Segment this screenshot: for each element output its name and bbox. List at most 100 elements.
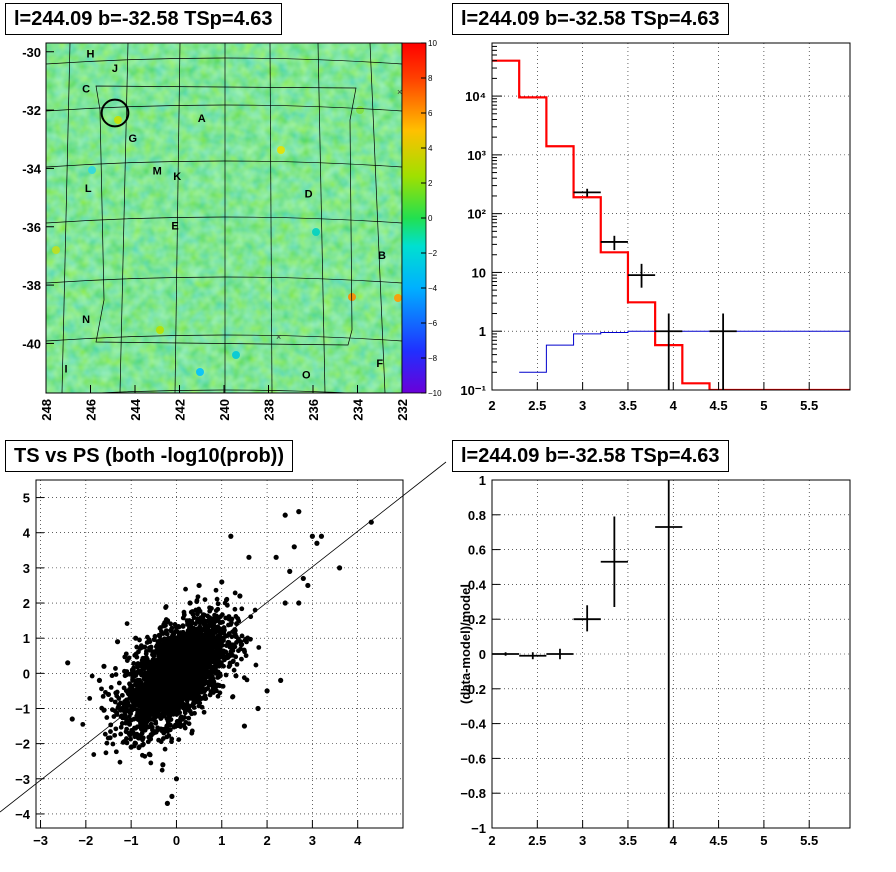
residual-x-tick-label: 5: [760, 833, 767, 848]
scatter-point: [119, 692, 125, 698]
scatter-point: [227, 641, 233, 647]
scatter-point: [201, 645, 207, 651]
scatter-point: [230, 659, 236, 665]
scatter-point: [196, 582, 202, 589]
scatter-x-tick-label: 4: [354, 833, 362, 848]
scatter-point: [212, 639, 218, 645]
map-region-label-I: I: [64, 364, 67, 376]
scatter-y-tick-label: −2: [15, 737, 30, 752]
scatter-point: [131, 667, 136, 673]
scatter-point: [121, 685, 127, 691]
map-x-tick-label: 234: [351, 398, 366, 420]
scatter-point: [165, 639, 171, 645]
scatter-point: [189, 619, 195, 625]
scatter-point: [223, 672, 229, 678]
scatter-point: [202, 597, 208, 602]
scatter-point: [123, 729, 129, 735]
scatter-point: [248, 614, 254, 620]
map-longitude-line: [269, 43, 273, 393]
scatter-point: [133, 741, 139, 746]
scatter-point: [155, 674, 161, 679]
scatter-point: [154, 658, 159, 664]
map-cross-mark: ×: [397, 87, 402, 97]
scatter-point: [142, 644, 148, 650]
scatter-point: [207, 663, 213, 669]
scatter-point: [218, 614, 223, 620]
skymap-title: l=244.09 b=-32.58 TSp=4.63: [5, 3, 282, 35]
map-latitude-line: [46, 57, 402, 65]
scatter-point: [157, 691, 163, 697]
scatter-title: TS vs PS (both -log10(prob)): [5, 440, 293, 472]
scatter-point: [164, 800, 170, 806]
scatter-point: [180, 705, 186, 711]
spectrum-y-tick-label: 10³: [467, 148, 486, 163]
spectrum-plot-area: [492, 43, 850, 390]
scatter-point: [130, 678, 135, 683]
spectrum-title: l=244.09 b=-32.58 TSp=4.63: [452, 3, 729, 35]
scatter-point: [118, 724, 124, 730]
scatter-point: [202, 696, 208, 701]
scatter-x-tick-label: 0: [173, 833, 180, 848]
scatter-y-tick-label: 1: [23, 631, 30, 646]
scatter-point: [195, 682, 201, 688]
spectrum-x-tick-label: 2: [488, 398, 495, 413]
scatter-point: [118, 700, 123, 706]
scatter-point: [243, 653, 249, 659]
scatter-point: [194, 699, 199, 705]
scatter-point: [156, 737, 162, 743]
map-x-tick-label: 242: [173, 399, 188, 421]
scatter-point: [124, 705, 129, 711]
scatter-point: [199, 704, 205, 710]
map-latitude-line: [46, 104, 402, 112]
map-x-tick-label: 248: [39, 399, 54, 421]
map-longitude-line: [369, 43, 386, 393]
scatter-point: [200, 681, 205, 687]
residual-plot: 2 2.5 3 3.5 4 4.5 5 5.5 −1 −0.8 −0.6 −0.4 −0.2 0 0.2 0.…: [458, 473, 851, 848]
map-cross-mark: ×: [276, 332, 281, 342]
scatter-point: [168, 662, 174, 668]
scatter-point: [168, 621, 173, 627]
scatter-point: [145, 701, 150, 707]
scatter-point: [238, 642, 244, 648]
scatter-point: [137, 744, 142, 750]
scatter-point: [105, 735, 111, 741]
map-region-label-N: N: [82, 314, 90, 326]
spectrum-y-tick-label: 10⁻¹: [460, 383, 486, 398]
scatter-point: [124, 621, 130, 626]
scatter-point: [205, 638, 211, 643]
residual-y-tick-label: 0.6: [468, 543, 486, 558]
map-latitude-line: [46, 160, 402, 168]
scatter-point: [121, 739, 127, 744]
map-x-tick-label: 244: [128, 398, 143, 420]
scatter-point: [180, 658, 186, 663]
scatter-point: [148, 760, 154, 766]
scatter-point: [123, 720, 129, 726]
scatter-point: [126, 691, 132, 697]
scatter-point: [233, 673, 239, 679]
scatter-x-tick-label: −2: [78, 833, 93, 848]
scatter-point: [159, 686, 164, 692]
scatter-point: [135, 679, 141, 685]
map-latitude-line: [46, 276, 402, 284]
scatter-point: [204, 674, 209, 680]
scatter-point: [166, 692, 172, 698]
scatter-point: [137, 637, 142, 643]
scatter-x-tick-label: 3: [309, 833, 316, 848]
scatter-point: [148, 706, 154, 712]
scatter-point: [215, 662, 221, 668]
colorbar-tick-label: 2: [428, 179, 433, 188]
scatter-point: [140, 685, 146, 690]
scatter-point: [110, 741, 116, 747]
scatter-point: [244, 677, 250, 683]
model-step-line: [492, 59, 850, 390]
scatter-point: [217, 627, 222, 633]
scatter-point: [253, 662, 259, 668]
scatter-point: [141, 720, 147, 726]
scatter-point: [217, 690, 223, 696]
scatter-point: [194, 668, 200, 673]
scatter-point: [161, 708, 167, 714]
scatter-point: [137, 670, 143, 676]
residual-x-tick-label: 2.5: [528, 833, 546, 848]
map-y-tick-label: -36: [22, 220, 41, 235]
residual-y-tick-label: −0.6: [460, 751, 486, 766]
